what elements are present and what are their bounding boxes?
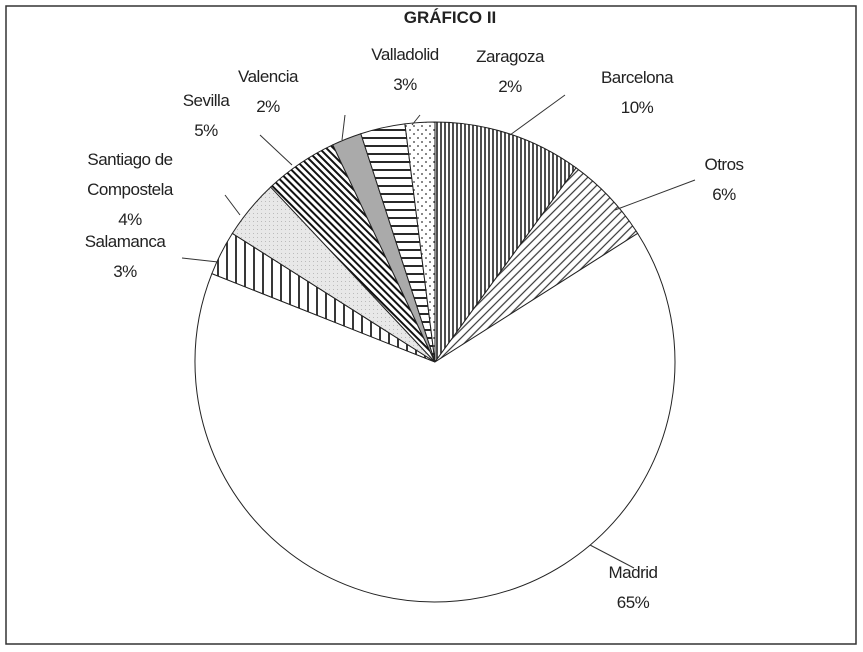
category-label: Salamanca xyxy=(84,232,166,251)
leader-line xyxy=(181,257,219,263)
value-label: 4% xyxy=(118,210,142,229)
pie-slice xyxy=(404,121,436,363)
leader-lines xyxy=(181,94,696,569)
slice-label: Salamanca 3% xyxy=(50,227,200,287)
slice-label: Valladolid 3% xyxy=(330,40,480,100)
slice-label: Otros 6% xyxy=(649,150,799,210)
category-label: Madrid xyxy=(608,563,658,582)
value-label: 65% xyxy=(616,593,650,612)
slice-label: Madrid 65% xyxy=(558,558,708,618)
value-label: 2% xyxy=(256,97,280,116)
value-label: 3% xyxy=(113,262,137,281)
pie-slice xyxy=(434,121,577,364)
leader-line xyxy=(589,544,635,569)
slices xyxy=(194,121,676,603)
category-label: Otros xyxy=(704,155,744,174)
category-label: Santiago de Compostela xyxy=(87,150,173,199)
leader-line xyxy=(341,114,346,141)
value-label: 10% xyxy=(620,98,654,117)
frame xyxy=(5,5,857,645)
value-label: 2% xyxy=(498,77,522,96)
value-label: 6% xyxy=(712,185,736,204)
leader-line xyxy=(224,194,241,216)
category-label: Sevilla xyxy=(182,91,230,110)
leader-line xyxy=(509,94,566,136)
category-label: Valladolid xyxy=(371,45,439,64)
leader-line xyxy=(411,114,421,126)
leader-line xyxy=(614,179,696,211)
slice-label: Zaragoza 2% xyxy=(435,42,585,102)
slice-label: Sevilla 5% xyxy=(131,86,281,146)
leader-line xyxy=(259,134,293,166)
slice-label: Valencia 2% xyxy=(193,62,343,122)
slice-label: Santiago de Compostela 4% xyxy=(60,145,200,235)
category-label: Valencia xyxy=(238,67,298,86)
chart-title: GRÁFICO II xyxy=(403,8,497,27)
category-label: Barcelona xyxy=(600,68,674,87)
pie-slice xyxy=(194,232,676,603)
slice-label: Barcelona 10% xyxy=(562,63,712,123)
category-label: Zaragoza xyxy=(476,47,544,66)
value-label: 5% xyxy=(194,121,218,140)
value-label: 3% xyxy=(393,75,417,94)
